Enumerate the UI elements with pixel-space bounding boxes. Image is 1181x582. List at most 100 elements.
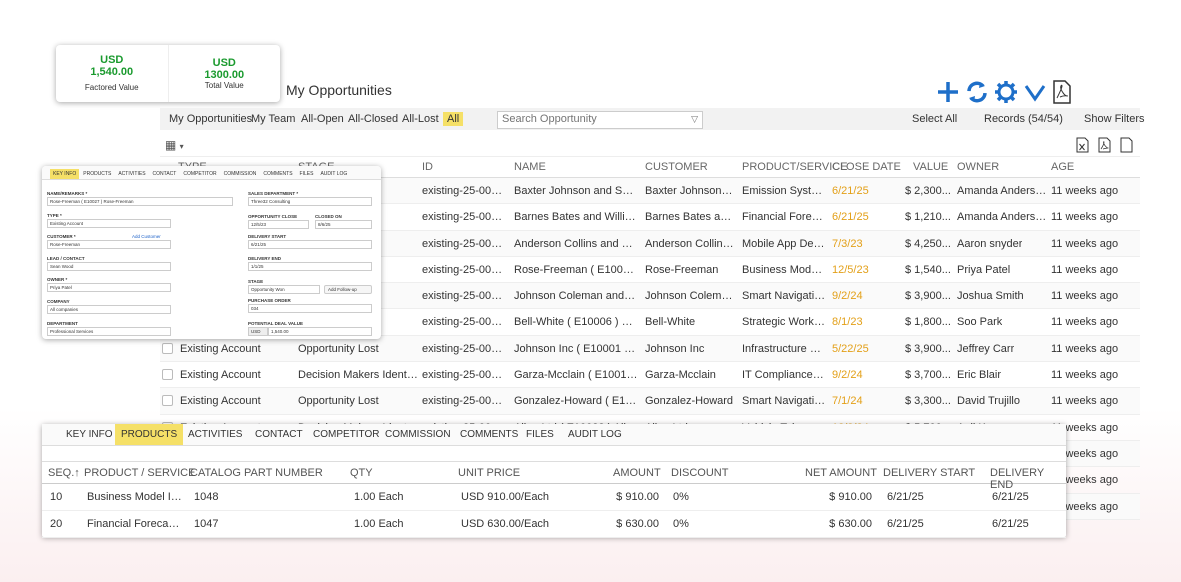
tab-my-opportunities[interactable]: My Opportunities [169, 113, 253, 125]
cell-stage: Opportunity Lost [298, 342, 379, 355]
cell-id: existing-25-00003 [422, 237, 508, 250]
tab-contact[interactable]: CONTACT [255, 429, 303, 440]
ki-tab-comments[interactable]: COMMENTS [263, 171, 293, 177]
col-amount[interactable]: AMOUNT [613, 467, 661, 479]
col-id[interactable]: ID [422, 161, 433, 173]
cell-id: existing-25-00047 [422, 316, 508, 329]
tab-all-lost[interactable]: All-Lost [402, 113, 439, 125]
col-close-date[interactable]: CLOSE DATE [832, 161, 901, 173]
add-followup-button[interactable]: Add Follow-up [324, 285, 372, 294]
product-row[interactable]: 10 Business Model In... 1048 1.00 Each USD 9… [42, 483, 1066, 511]
table-row[interactable]: Existing Account Opportunity Lost existing… [160, 335, 1140, 363]
cell-name: Johnson Inc ( E10001 ) Jo... [514, 342, 638, 355]
ki-tab-activities[interactable]: ACTIVITIES [118, 171, 146, 177]
col-customer[interactable]: CUSTOMER [645, 161, 708, 173]
name-field[interactable]: Rose-Freeman ( E10027 ) Rose-Freeman [47, 197, 233, 206]
product-cell-product: Business Model In... [87, 491, 182, 503]
tab-all-open[interactable]: All-Open [301, 113, 344, 125]
show-filters-button[interactable]: Show Filters [1084, 113, 1145, 125]
cell-value: $ 2,300... [905, 185, 951, 197]
refresh-icon[interactable] [965, 80, 989, 104]
col-seq[interactable]: SEQ.↑ [48, 467, 80, 479]
department-select[interactable]: Professional Services [47, 327, 171, 336]
row-checkbox[interactable] [162, 342, 173, 354]
col-delivery-end[interactable]: DELIVERY END [990, 467, 1045, 491]
add-icon[interactable] [936, 80, 960, 104]
row-checkbox[interactable] [162, 369, 173, 381]
tab-products[interactable]: PRODUCTS [115, 424, 184, 445]
product-cell-qty: 1.00 Each [354, 491, 404, 503]
search-input[interactable] [498, 112, 686, 126]
tab-activities[interactable]: ACTIVITIES [188, 429, 243, 440]
cell-owner: Jeffrey Carr [957, 342, 1015, 355]
stage-select[interactable]: Opportunity Won [248, 285, 320, 294]
pdf-icon[interactable] [1052, 80, 1072, 104]
ki-tab-audit-log[interactable]: AUDIT LOG [320, 171, 348, 177]
document-export-icon[interactable] [1120, 137, 1133, 153]
cell-owner: Amanda Anderson [957, 185, 1047, 197]
tab-audit-log[interactable]: AUDIT LOG [568, 429, 622, 440]
factored-label: Factored Value [84, 83, 139, 92]
product-row[interactable]: 20 Financial Forecasti... 1047 1.00 Each USD… [42, 510, 1066, 538]
cell-id: existing-25-00036 [422, 342, 508, 355]
col-discount[interactable]: DISCOUNT [671, 467, 729, 479]
lead-select[interactable]: Sean Wood [47, 262, 171, 271]
cell-customer: Baxter Johnson an... [645, 185, 735, 197]
opp-close-field[interactable]: 12/5/23 [248, 220, 309, 229]
cell-owner: Priya Patel [957, 263, 1011, 276]
ki-tab-products[interactable]: PRODUCTS [83, 171, 112, 177]
cell-product: Emission Syste... [742, 185, 826, 197]
ki-tab-key-info[interactable]: KEY INFO [50, 169, 80, 179]
delivery-start-field[interactable]: 6/21/25 [248, 240, 372, 249]
col-catalog-part[interactable]: CATALOG PART NUMBER [190, 467, 323, 479]
add-customer-link[interactable]: Add Customer [132, 234, 161, 239]
tab-commission[interactable]: COMMISSION [385, 429, 451, 440]
col-owner[interactable]: OWNER [957, 161, 1000, 173]
ki-tab-contact[interactable]: CONTACT [152, 171, 177, 177]
tab-all-closed[interactable]: All-Closed [348, 113, 399, 125]
ki-tab-files[interactable]: FILES [299, 171, 314, 177]
row-checkbox[interactable] [162, 395, 173, 407]
records-count: Records (54/54) [984, 113, 1063, 125]
customer-select[interactable]: Rose-Freeman [47, 240, 171, 249]
col-value[interactable]: VALUE [913, 161, 949, 173]
col-name[interactable]: NAME [514, 161, 546, 173]
col-delivery-start[interactable]: DELIVERY START [883, 467, 976, 479]
tab-my-team[interactable]: My Team [251, 113, 296, 125]
table-row[interactable]: Existing Account Decision Makers Identifi… [160, 362, 1140, 389]
col-net-amount[interactable]: NET AMOUNT [805, 467, 877, 479]
settings-gear-icon[interactable] [994, 80, 1018, 104]
col-qty[interactable]: QTY [350, 467, 373, 479]
tab-comments[interactable]: COMMENTS [460, 429, 519, 440]
chevron-down-icon[interactable]: ▽ [691, 114, 698, 124]
select-all-button[interactable]: Select All [912, 113, 958, 125]
product-cell-product: Financial Forecasti... [87, 518, 182, 530]
sales-dept-select[interactable]: Three32 Consulting [248, 197, 372, 206]
pdf-export-icon[interactable] [1098, 137, 1111, 153]
col-product-service[interactable]: PRODUCT / SERVICE [84, 467, 196, 479]
company-select[interactable]: All companies [47, 305, 171, 314]
tab-files[interactable]: FILES [526, 429, 554, 440]
potential-value-field[interactable]: 1,540.00 [268, 327, 372, 336]
type-label: TYPE * [47, 213, 62, 218]
type-select[interactable]: Existing Account [47, 219, 171, 228]
ki-tab-competitor[interactable]: COMPETITOR [183, 171, 217, 177]
ki-tab-commission[interactable]: COMMISSION [223, 171, 257, 177]
cell-id: existing-25-00035 [422, 263, 508, 276]
table-row[interactable]: Existing Account Opportunity Lost existing… [160, 388, 1140, 415]
delivery-end-field[interactable]: 1/1/25 [248, 262, 372, 271]
tab-key-info[interactable]: KEY INFO [66, 429, 113, 440]
owner-select[interactable]: Priya Patel [47, 283, 171, 292]
col-unit-price[interactable]: UNIT PRICE [458, 467, 521, 479]
chevron-down-icon[interactable] [1023, 80, 1047, 104]
po-field[interactable]: 034 [248, 304, 372, 313]
col-product[interactable]: PRODUCT/SERVICE [742, 161, 848, 173]
col-age[interactable]: AGE [1051, 161, 1075, 173]
tab-all[interactable]: All [443, 112, 464, 126]
product-cell-part: 1047 [194, 518, 219, 530]
cell-value: $ 1,540... [905, 263, 951, 276]
closed-on-field[interactable]: 8/6/25 [315, 220, 372, 229]
grid-view-icon[interactable]: ▦ ▾ [165, 138, 184, 152]
tab-competitor[interactable]: COMPETITOR [313, 429, 380, 440]
excel-export-icon[interactable] [1076, 137, 1089, 153]
